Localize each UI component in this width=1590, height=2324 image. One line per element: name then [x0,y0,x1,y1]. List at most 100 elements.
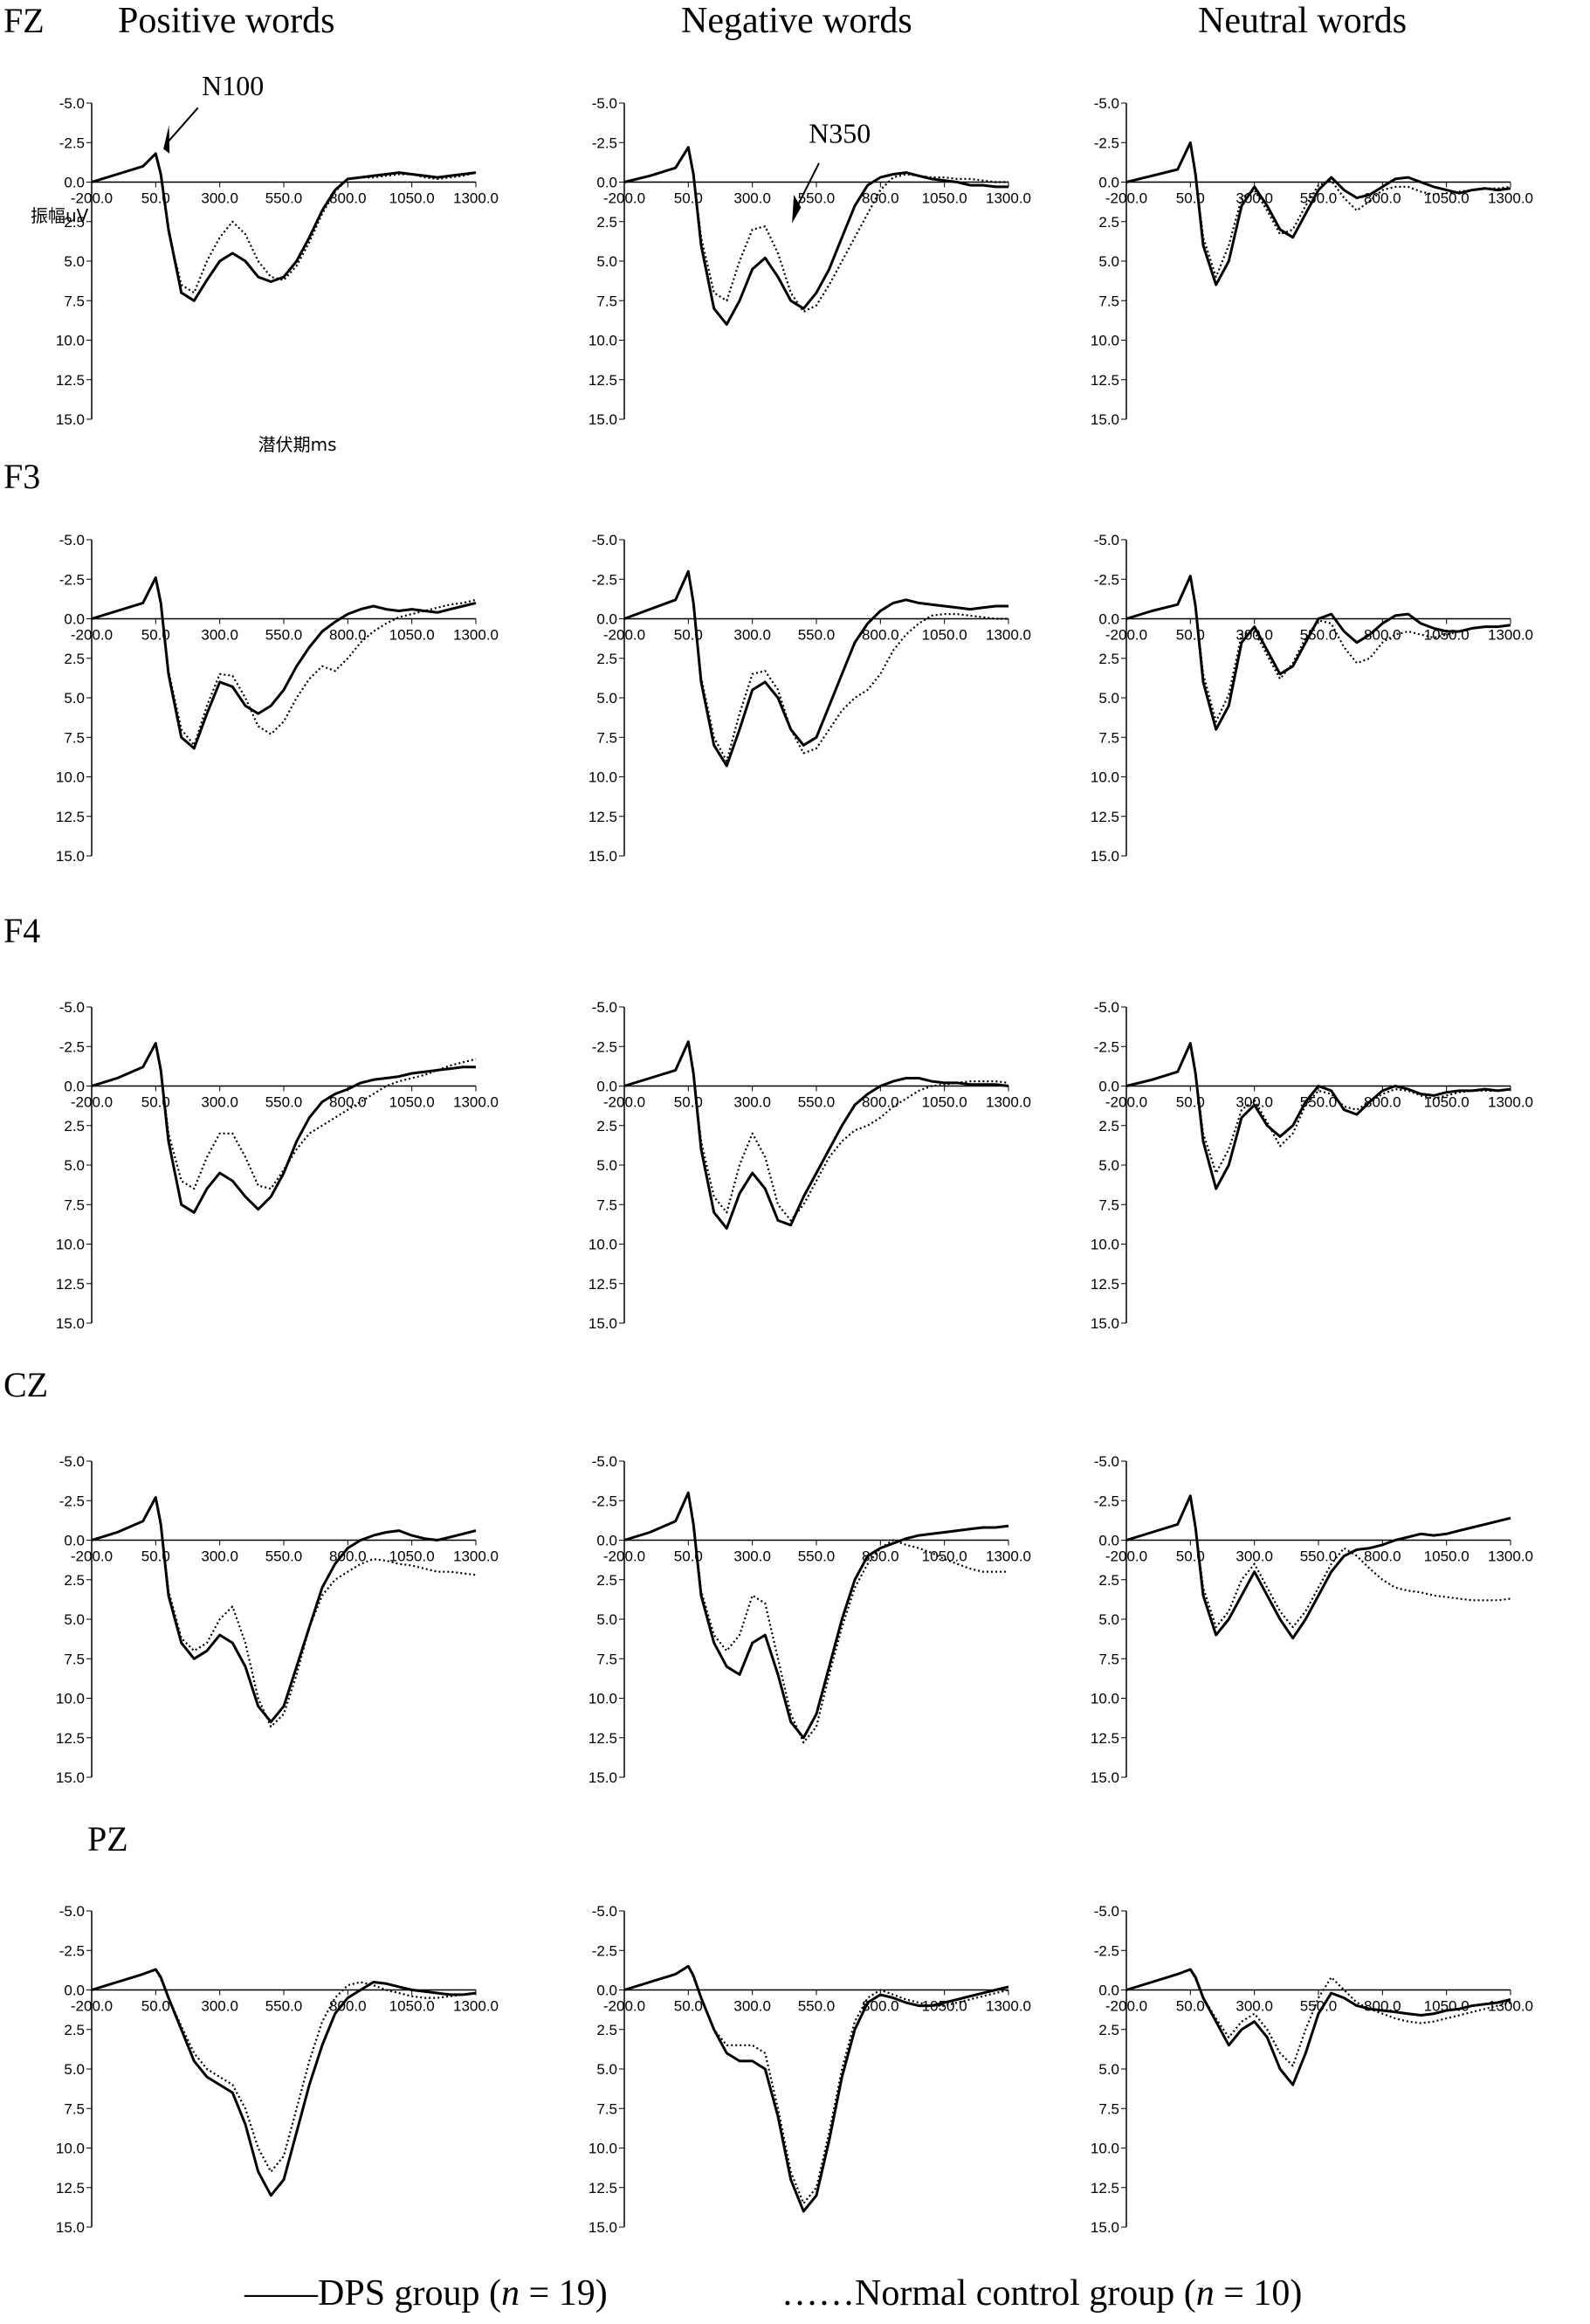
y-tick-label: 12.5 [56,372,85,389]
y-tick: 12.5 [56,1730,92,1747]
y-tick-label: 10.0 [589,769,617,786]
series-dps-line [91,152,477,302]
y-tick: 0.0 [1098,1983,1126,1999]
y-tick-label: 5.0 [596,1157,617,1174]
y-tick: 7.5 [64,293,92,309]
y-tick-label: 0.0 [64,1533,85,1549]
x-tick-label: 1300.0 [453,190,499,207]
x-tick: 1050.0 [389,1990,435,2015]
y-tick-label: 10.0 [589,2141,617,2157]
x-tick: -200.0 [603,618,645,644]
x-tick-label: 1050.0 [389,190,435,207]
y-tick: -2.5 [59,134,92,151]
x-tick-label: 1300.0 [986,1548,1031,1565]
x-tick: 300.0 [201,618,238,644]
x-tick-label: 550.0 [1300,627,1338,644]
y-tick-label: 7.5 [64,1651,85,1667]
y-tick: -2.5 [592,1942,624,1959]
y-tick: -5.0 [59,1453,92,1470]
series-control-line [1125,1494,1511,1629]
x-tick: 50.0 [1176,618,1205,644]
y-tick: 12.5 [56,2180,92,2196]
y-tick-label: 0.0 [596,1079,617,1095]
y-tick-label: 12.5 [1091,2180,1119,2196]
x-tick-label: -200.0 [603,1998,645,2015]
y-tick: 12.5 [589,1730,624,1747]
y-tick: 7.5 [1098,293,1126,309]
x-tick-label: 1050.0 [389,1548,435,1565]
y-tick: 5.0 [596,253,624,270]
y-tick: 12.5 [1091,2180,1126,2196]
y-tick-label: 7.5 [596,1196,617,1213]
x-tick: -200.0 [603,1540,645,1565]
x-tick-label: -200.0 [603,627,645,644]
y-tick: 5.0 [1098,2061,1126,2078]
y-tick-label: 7.5 [1098,1196,1119,1213]
legend-normal-control: ……Normal control group (n = 10) [781,2272,1302,2314]
y-tick: 7.5 [596,1196,624,1213]
y-tick-label: -2.5 [592,1942,617,1959]
y-tick: -2.5 [59,1038,92,1055]
y-tick-label: 10.0 [589,1237,617,1253]
y-tick: -2.5 [592,571,624,588]
x-tick-label: 1300.0 [986,190,1031,207]
y-tick: 10.0 [589,1691,624,1707]
y-tick-label: 15.0 [56,2219,85,2236]
y-tick-label: 15.0 [589,1315,617,1332]
y-tick-label: 12.5 [56,1730,85,1747]
y-tick-label: 5.0 [64,690,85,707]
y-tick-label: 10.0 [1091,333,1119,349]
x-tick-label: -200.0 [603,190,645,207]
x-tick: 1300.0 [453,618,499,644]
y-tick-label: -2.5 [59,1038,85,1055]
series-control-line [91,1496,477,1728]
y-tick: 0.0 [64,1079,92,1095]
y-tick-label: 15.0 [1091,1769,1119,1786]
x-tick: 550.0 [798,1540,835,1565]
y-tick: 5.0 [596,2061,624,2078]
y-tick-label: 7.5 [1098,2100,1119,2117]
panel-f3-neutral: -5.0 -2.5 0.0 2.5 5.0 7.5 10.0 12.5 15.0 -200.0 50… [1091,524,1533,869]
x-tick: 50.0 [1176,182,1205,207]
y-tick: 0.0 [1098,175,1126,191]
y-tick: -5.0 [59,95,92,112]
y-tick-label: 12.5 [56,2180,85,2196]
x-tick: 800.0 [862,618,899,644]
y-tick: 7.5 [596,293,624,309]
y-tick: -5.0 [1094,1453,1126,1470]
y-tick-label: 15.0 [56,848,85,865]
y-tick-label: 10.0 [56,769,85,786]
x-tick: -200.0 [1105,1086,1147,1111]
y-tick-label: -5.0 [59,95,85,112]
y-tick-label: -5.0 [59,532,85,548]
x-tick-label: 550.0 [265,1998,303,2015]
y-tick-label: 15.0 [56,1769,85,1786]
y-tick: 12.5 [1091,372,1126,389]
y-tick: -2.5 [1094,1942,1126,1959]
y-tick-label: 2.5 [1098,651,1119,667]
erp-plot: -5.0 -2.5 0.0 2.5 5.0 7.5 10.0 12.5 15.0 -200.0 50… [56,1903,499,2236]
y-tick: -5.0 [1094,1903,1126,1920]
x-tick-label: 300.0 [733,1094,771,1111]
y-tick-label: -2.5 [59,1942,85,1959]
y-tick: 15.0 [56,2219,92,2236]
x-tick: -200.0 [603,182,645,207]
y-tick-label: 15.0 [589,2219,617,2236]
panel-pz-positive: -5.0 -2.5 0.0 2.5 5.0 7.5 10.0 12.5 15.0 -200.0 50… [56,1895,499,2240]
y-tick: 0.0 [596,611,624,628]
legend-control-line: …… [781,2273,855,2314]
y-tick: 7.5 [1098,1651,1126,1667]
y-tick: 5.0 [596,690,624,707]
y-tick: 0.0 [64,1533,92,1549]
x-tick: 550.0 [798,182,835,207]
x-tick-label: 1050.0 [1424,627,1470,644]
y-tick: 7.5 [1098,1196,1126,1213]
x-tick: 550.0 [265,618,302,644]
y-tick: -5.0 [1094,999,1126,1016]
row-label-f4: F4 [3,911,41,950]
y-tick-label: 10.0 [56,1691,85,1707]
x-tick: 550.0 [265,1540,302,1565]
y-tick-label: 10.0 [56,2141,85,2157]
y-tick: -5.0 [592,532,624,548]
y-tick-label: 0.0 [596,175,617,191]
